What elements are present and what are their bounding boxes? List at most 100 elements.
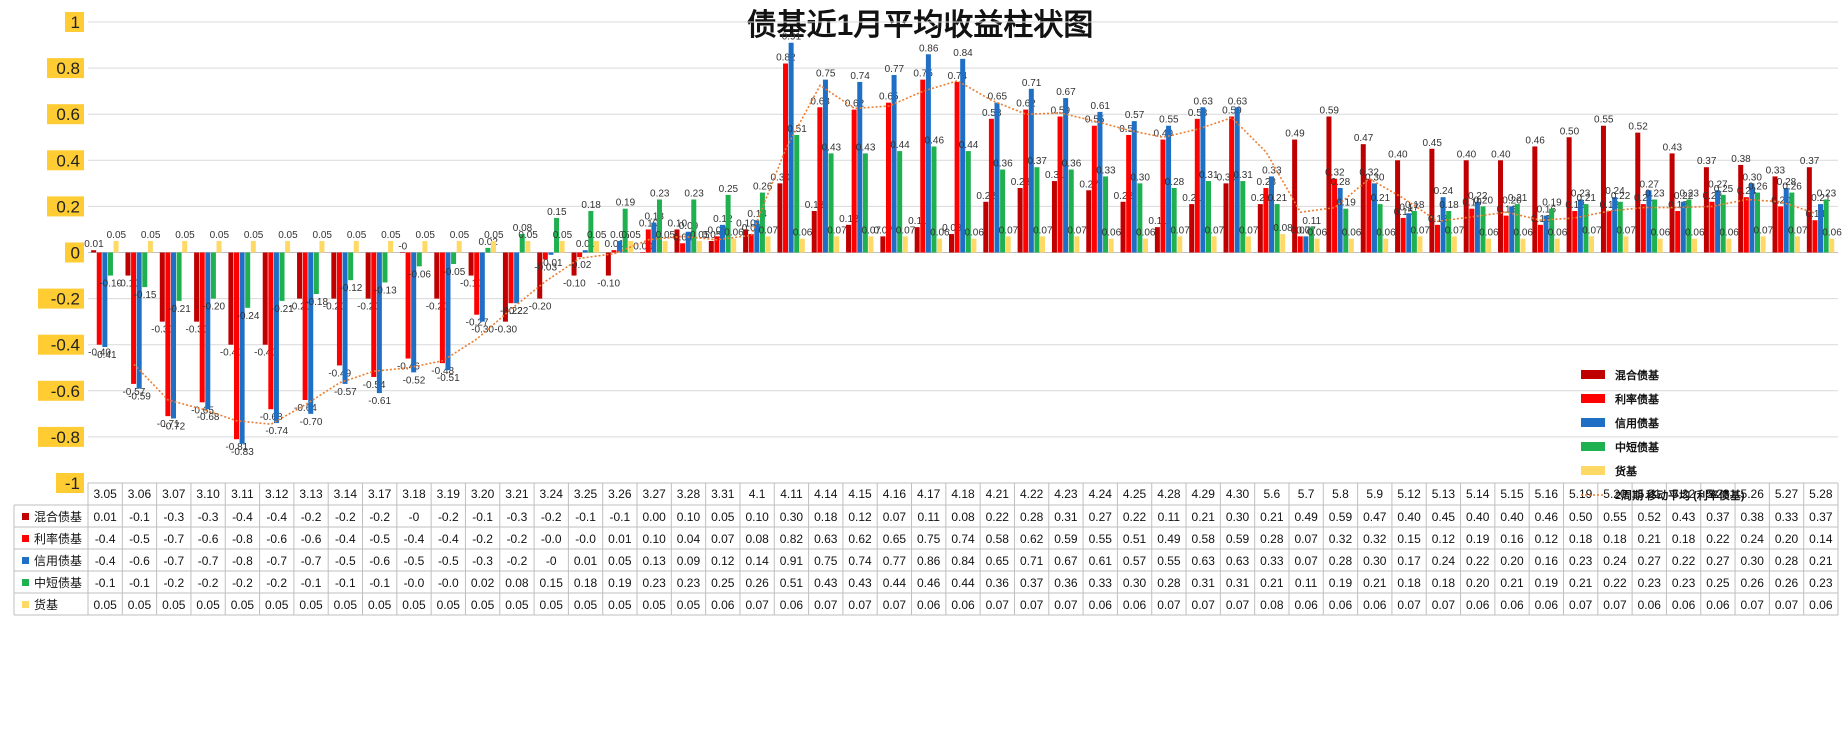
data-label: 0.84 — [953, 48, 973, 59]
table-cell: 0.55 — [1603, 510, 1627, 524]
bar-2 — [788, 42, 794, 253]
y-tick-background — [56, 473, 84, 493]
data-label: 0.05 — [244, 230, 264, 241]
data-label: 0.44 — [959, 140, 979, 151]
data-label: 0.11 — [1148, 216, 1167, 227]
bar-2 — [582, 250, 588, 253]
table-cell: 0.77 — [883, 554, 907, 568]
table-cell: 0.20 — [1500, 554, 1524, 568]
data-label: 0.06 — [1376, 228, 1396, 239]
data-label: 0.02 — [478, 237, 498, 248]
bar-0 — [297, 252, 303, 299]
x-tick-label: 3.13 — [299, 487, 323, 501]
table-cell: 0.09 — [677, 554, 701, 568]
data-label: 0.05 — [347, 230, 367, 241]
data-label: 0.14 — [747, 209, 767, 220]
data-label: 0.55 — [1594, 115, 1614, 126]
data-label: 0.31 — [1045, 170, 1065, 181]
table-cell: 0.16 — [1500, 532, 1524, 546]
bar-1 — [680, 243, 686, 253]
data-label: -0.06 — [408, 269, 431, 280]
table-cell: 0.28 — [1329, 554, 1353, 568]
data-label: 0.05 — [610, 230, 630, 241]
bar-3 — [1720, 194, 1726, 253]
bar-4 — [456, 240, 462, 253]
data-label: 0.05 — [175, 230, 195, 241]
table-cell: -0.2 — [232, 576, 253, 590]
table-cell: 0.71 — [1020, 554, 1044, 568]
bar-1 — [1023, 109, 1029, 253]
table-cell: 0.23 — [1638, 576, 1662, 590]
data-label: 0.01 — [576, 239, 596, 250]
bar-3 — [1411, 211, 1417, 253]
data-label: 0.25 — [719, 184, 739, 195]
data-label: 0.07 — [862, 225, 882, 236]
legend-label: 中短债基 — [1615, 440, 1660, 454]
data-label: -0.20 — [529, 302, 552, 313]
table-cell: 0.22 — [1706, 532, 1730, 546]
bar-0 — [502, 252, 508, 322]
table-cell: -0.2 — [301, 510, 322, 524]
data-label: -0.20 — [323, 302, 346, 313]
table-cell: 0.75 — [814, 554, 838, 568]
data-label: 0.30 — [1130, 172, 1150, 183]
data-label: 0.61 — [1091, 101, 1111, 112]
table-cell: 0.49 — [1294, 510, 1318, 524]
table-cell: 0.40 — [1500, 510, 1524, 524]
data-label: 0.12 — [1428, 214, 1448, 225]
bar-3 — [1343, 208, 1349, 253]
data-label: 0.16 — [1537, 205, 1557, 216]
bar-4 — [1520, 238, 1526, 253]
data-label: -0.22 — [506, 306, 529, 317]
data-label: -0.81 — [225, 442, 248, 453]
y-tick-background — [38, 288, 84, 309]
data-label: 0.28 — [1777, 177, 1797, 188]
data-label: 0.07 — [1239, 225, 1259, 236]
data-label: 0.20 — [1771, 195, 1791, 206]
bar-3 — [1377, 204, 1383, 253]
data-label: -0.01 — [540, 258, 563, 269]
table-cell: 0.05 — [677, 598, 701, 612]
data-label: 0.05 — [450, 230, 470, 241]
table-cell: 0.05 — [437, 598, 461, 612]
x-tick-label: 3.06 — [128, 487, 152, 501]
data-label: -0.20 — [202, 302, 225, 313]
data-label: 0.07 — [759, 225, 779, 236]
data-label: -0.72 — [162, 421, 185, 432]
bar-1 — [508, 252, 514, 304]
table-cell: 0.62 — [1020, 532, 1044, 546]
data-label: 0.05 — [587, 230, 607, 241]
bar-4 — [1589, 236, 1595, 253]
data-label: 0.23 — [1645, 188, 1665, 199]
table-cell: 0.05 — [128, 598, 152, 612]
bar-1 — [1160, 139, 1166, 253]
data-label: -0.30 — [471, 325, 494, 336]
data-label: 0.07 — [1205, 225, 1225, 236]
bar-3 — [1137, 183, 1143, 253]
data-label: 0.06 — [964, 228, 984, 239]
data-label: 0.13 — [644, 212, 664, 223]
table-cell: 0.31 — [1054, 510, 1078, 524]
bar-1 — [988, 118, 994, 253]
x-tick-label: 3.27 — [642, 487, 666, 501]
data-label: 0.38 — [1731, 154, 1751, 165]
data-label: 0.58 — [1188, 108, 1208, 119]
bar-4 — [662, 240, 668, 253]
table-cell: 0.37 — [1020, 576, 1044, 590]
data-label: -0.12 — [340, 283, 363, 294]
x-tick-label: 4.1 — [749, 487, 766, 501]
data-label: -0.40 — [88, 348, 111, 359]
table-cell: -0.3 — [472, 554, 493, 568]
table-cell: 0.67 — [1054, 554, 1078, 568]
bar-0 — [1360, 144, 1366, 253]
bar-2 — [1646, 190, 1652, 253]
table-cell: 0.06 — [780, 598, 804, 612]
data-label: 0.21 — [1811, 193, 1831, 204]
bar-0 — [949, 234, 954, 253]
table-cell: 0.84 — [951, 554, 975, 568]
bar-0 — [846, 224, 852, 253]
table-cell: 0.07 — [848, 598, 872, 612]
bar-0 — [331, 252, 337, 299]
table-cell: 0.36 — [986, 576, 1010, 590]
y-tick-label: -0.8 — [51, 428, 80, 447]
